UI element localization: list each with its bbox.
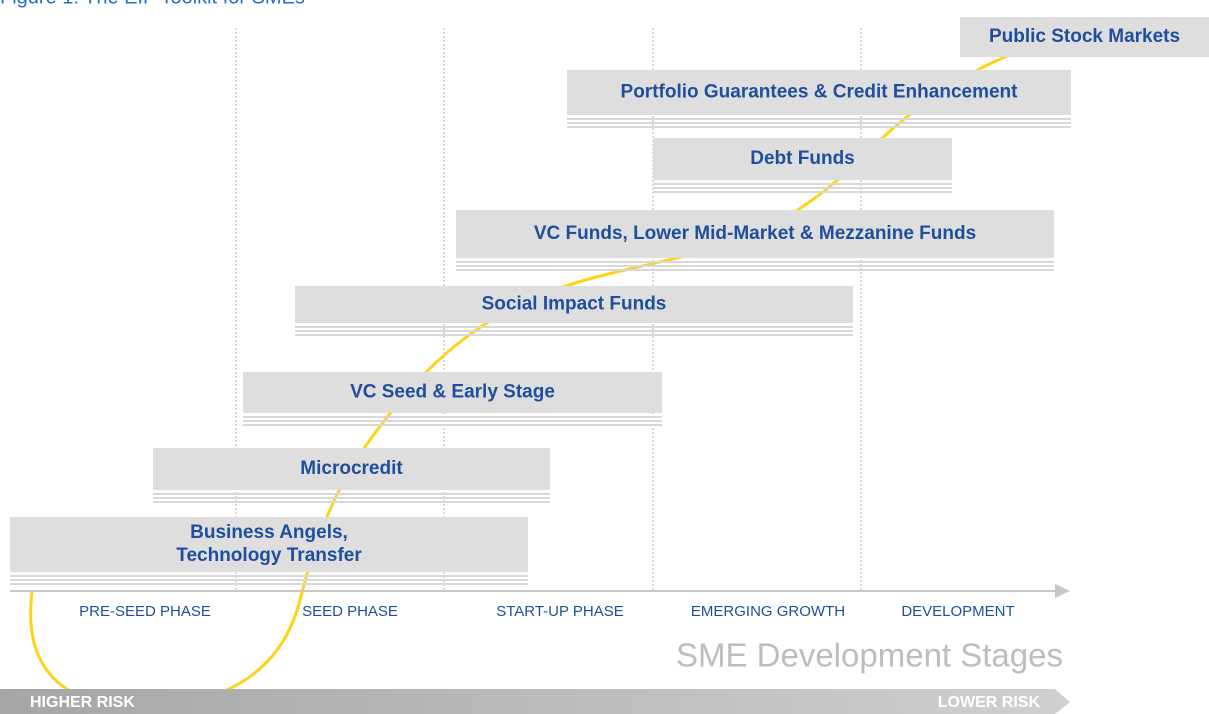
- box-underline: [243, 420, 662, 422]
- stage-label: SEED PHASE: [302, 603, 398, 620]
- axis-title: SME Development Stages: [676, 637, 1063, 674]
- box-underline: [243, 424, 662, 426]
- instrument-label: Microcredit: [300, 458, 403, 479]
- instrument-box: [567, 70, 1071, 115]
- instrument-label: Debt Funds: [750, 148, 855, 169]
- box-underline: [10, 579, 528, 581]
- instrument-label: Social Impact Funds: [482, 294, 667, 315]
- instrument-box: [456, 210, 1054, 258]
- axis-arrow: [10, 584, 1070, 598]
- instrument-label: VC Funds, Lower Mid-Market & Mezzanine F…: [534, 223, 976, 244]
- instrument-label: Business Angels,: [190, 522, 348, 543]
- stage-label: START-UP PHASE: [496, 603, 624, 620]
- box-underline: [567, 126, 1071, 128]
- instrument-box: [10, 517, 528, 572]
- box-underline: [243, 416, 662, 418]
- box-underline: [456, 261, 1054, 263]
- instrument-label: Portfolio Guarantees & Credit Enhancemen…: [621, 82, 1019, 103]
- instrument-box: [653, 138, 952, 180]
- instrument-label: VC Seed & Early Stage: [350, 382, 555, 403]
- box-underline: [456, 269, 1054, 271]
- box-underline: [456, 265, 1054, 267]
- box-underline: [653, 187, 952, 189]
- box-underline: [10, 575, 528, 577]
- risk-left: HIGHER RISK: [30, 694, 135, 711]
- box-underline: [567, 122, 1071, 124]
- instrument-box: [243, 372, 662, 413]
- box-underline: [295, 334, 853, 336]
- instrument-box: [153, 448, 550, 490]
- risk-right: LOWER RISK: [938, 694, 1041, 711]
- instrument-box: [960, 17, 1209, 57]
- stage-label: PRE-SEED PHASE: [79, 603, 211, 620]
- box-underline: [153, 497, 550, 499]
- box-underline: [653, 191, 952, 193]
- box-underline: [153, 493, 550, 495]
- box-underline: [10, 583, 528, 585]
- instrument-label: Technology Transfer: [176, 545, 362, 566]
- instrument-label: Public Stock Markets: [989, 26, 1180, 47]
- box-underline: [295, 330, 853, 332]
- box-underline: [295, 326, 853, 328]
- title: Figure 1: The EIF Toolkit for SMEs: [0, 0, 305, 8]
- stage-label: EMERGING GROWTH: [691, 603, 845, 620]
- box-underline: [153, 501, 550, 503]
- risk-bar: [0, 689, 1070, 714]
- box-underline: [653, 183, 952, 185]
- box-underline: [567, 118, 1071, 120]
- stage-label: DEVELOPMENT: [901, 603, 1014, 620]
- instrument-box: [295, 286, 853, 323]
